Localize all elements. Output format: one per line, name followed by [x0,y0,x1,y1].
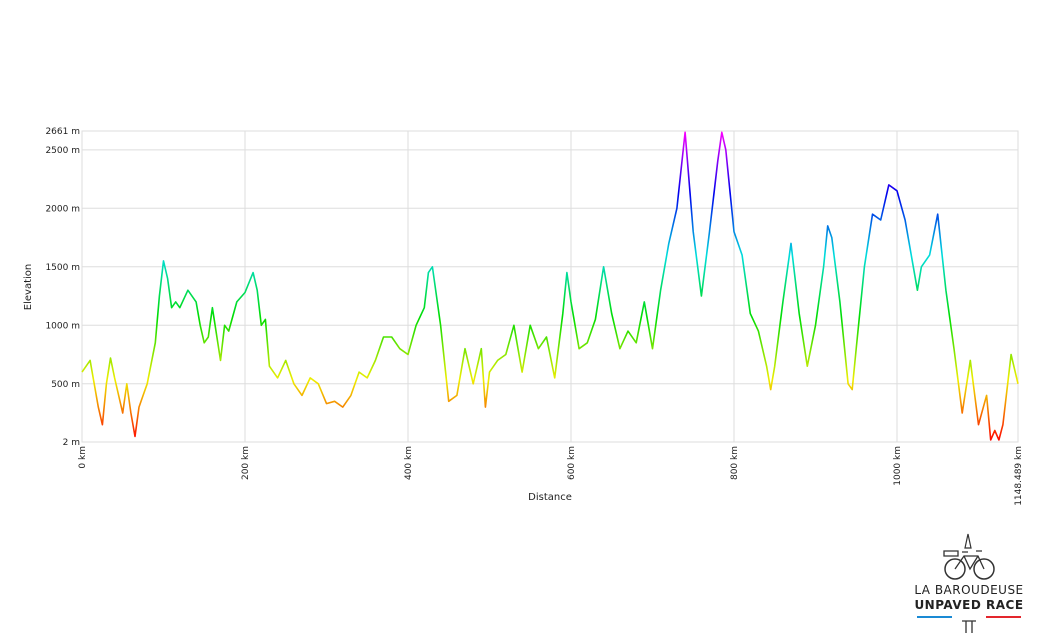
plot-frame [81,130,1019,443]
logo-wheel [944,558,966,580]
y-tick-label: 2500 m [45,146,80,156]
logo: LA BAROUDEUSE UNPAVED RACE [914,533,1023,633]
x-tick-label: 200 km [241,446,251,480]
x-tick-label: 0 km [78,446,88,469]
x-tick-label: 800 km [730,446,740,480]
logo-subtitle: UNPAVED RACE [914,598,1023,612]
elevation-line [81,131,1019,441]
logo-wheel [973,558,995,580]
y-tick-label: 1000 m [45,321,80,331]
y-tick-label: 1500 m [45,263,80,273]
x-tick-label: 1000 km [893,446,903,486]
logo-sign [962,620,976,633]
logo-flame [964,533,972,549]
x-tick-label: 400 km [404,446,414,480]
logo-title: LA BAROUDEUSE [914,583,1023,597]
y-tick-label: 2 m [63,438,80,448]
y-tick-label: 2000 m [45,204,80,214]
y-tick-label: 2661 m [45,127,80,137]
x-tick-label: 600 km [567,446,577,480]
x-tick-label: 1148.489 km [1014,446,1024,506]
y-tick-label: 500 m [51,380,80,390]
logo-frame [943,550,985,571]
y-axis-label: Elevation [23,264,34,310]
x-axis-label: Distance [528,492,572,503]
